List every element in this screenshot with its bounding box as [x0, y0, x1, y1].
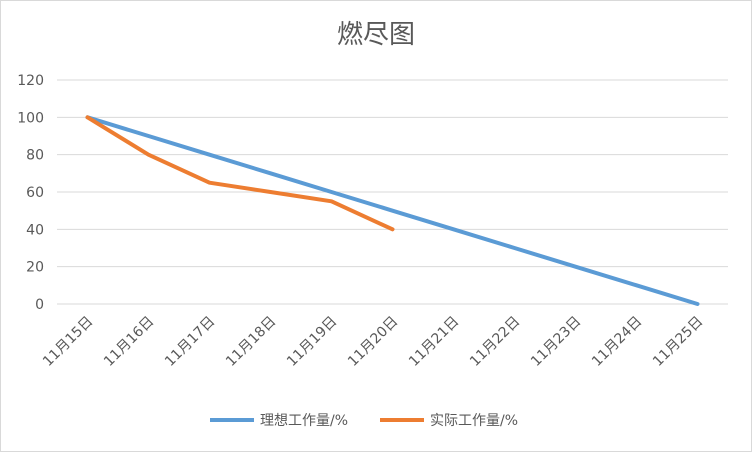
x-tick-label: 11月18日 — [223, 314, 279, 370]
chart-title: 燃尽图 — [337, 20, 415, 50]
y-tick-label: 100 — [17, 110, 44, 126]
x-tick-label: 11月25日 — [650, 314, 706, 370]
y-axis-labels: 0 20 40 60 80 100 120 — [17, 73, 44, 313]
legend: 理想工作量/% 实际工作量/% — [210, 413, 518, 429]
x-tick-label: 11月19日 — [284, 314, 340, 370]
y-tick-label: 80 — [26, 148, 44, 164]
y-tick-label: 0 — [35, 297, 44, 313]
gridlines — [57, 79, 728, 305]
x-tick-label: 11月22日 — [467, 314, 523, 370]
y-tick-label: 120 — [17, 73, 44, 89]
y-tick-label: 60 — [26, 185, 44, 201]
series-lines — [85, 115, 700, 306]
x-axis-labels: 11月15日 11月16日 11月17日 11月18日 11月19日 11月20日 11月2… — [40, 314, 706, 370]
x-tick-label: 11月17日 — [162, 314, 218, 370]
x-tick-label: 11月23日 — [528, 314, 584, 370]
y-tick-label: 40 — [26, 222, 44, 238]
x-tick-label: 11月15日 — [40, 314, 96, 370]
x-tick-label: 11月24日 — [589, 314, 645, 370]
x-tick-label: 11月20日 — [345, 314, 401, 370]
x-tick-label: 11月16日 — [101, 314, 157, 370]
series-line-1 — [85, 115, 395, 232]
series-line-0 — [85, 115, 700, 306]
legend-label-0: 理想工作量/% — [260, 413, 348, 429]
y-tick-label: 20 — [26, 260, 44, 276]
x-tick-label: 11月21日 — [406, 314, 462, 370]
legend-label-1: 实际工作量/% — [430, 413, 518, 429]
